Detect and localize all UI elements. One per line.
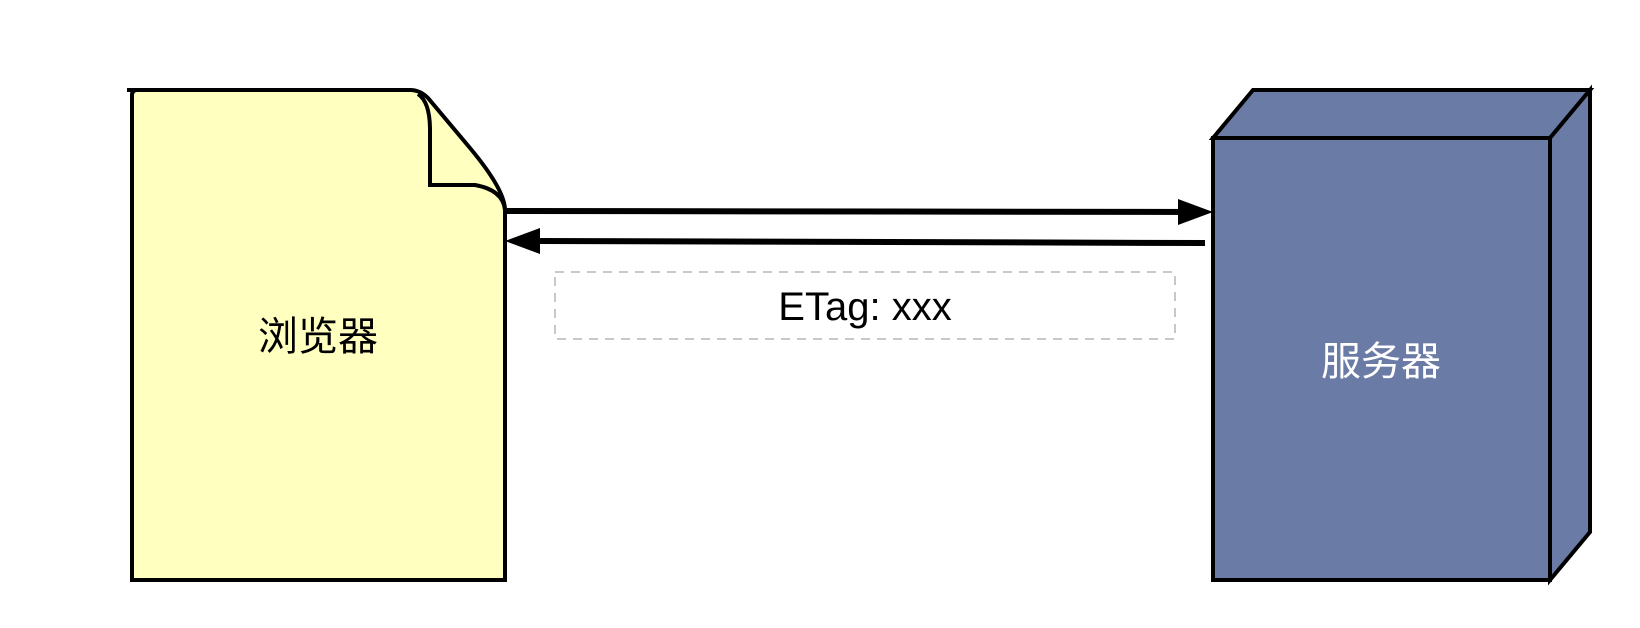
browser-node: 浏览器 [127, 88, 507, 582]
server-box-front [1211, 136, 1552, 582]
server-box-side [1548, 84, 1592, 586]
request-arrowhead [1178, 199, 1213, 225]
response-arrow [537, 238, 1206, 246]
etag-label-group: ETag: xxx [554, 271, 1176, 340]
response-arrowhead [505, 228, 540, 254]
server-label: 服务器 [1321, 339, 1441, 385]
browser-label: 浏览器 [258, 314, 378, 360]
etag-label-box [554, 271, 1176, 340]
etag-label: ETag: xxx [778, 285, 951, 329]
server-node: 服务器 [1208, 84, 1595, 586]
browser-folded-corner [416, 92, 507, 211]
browser-document-shape [127, 88, 507, 582]
request-arrow [504, 206, 1206, 217]
server-box-top [1208, 88, 1595, 140]
